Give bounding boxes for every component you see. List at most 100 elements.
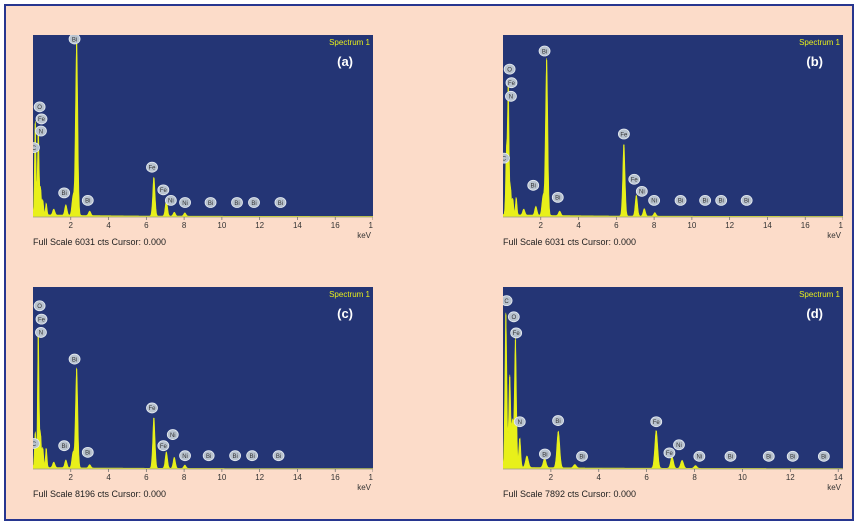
x-tick-label: 18 bbox=[369, 473, 373, 482]
element-label-marker bbox=[35, 125, 47, 137]
element-label-fe: Fe bbox=[157, 184, 170, 196]
element-label-bi: Bi bbox=[724, 450, 737, 462]
element-label-bi: Bi bbox=[81, 446, 94, 458]
element-label-text: Fe bbox=[653, 420, 661, 426]
x-tick-label: 14 bbox=[293, 221, 302, 230]
element-label-text: Ni bbox=[182, 201, 188, 207]
spectrum-trace bbox=[33, 40, 373, 218]
element-label-bi: Bi bbox=[674, 195, 687, 206]
x-tick-label: 14 bbox=[763, 221, 772, 230]
element-label-c: C bbox=[503, 152, 510, 164]
element-label-text: Bi bbox=[234, 201, 239, 207]
element-label-o: O bbox=[507, 311, 520, 323]
spectrum-title: Spectrum 1 bbox=[329, 290, 370, 299]
element-label-text: Fe bbox=[513, 331, 521, 337]
x-tick-label: 2 bbox=[539, 221, 544, 230]
element-label-text: Ni bbox=[639, 190, 645, 196]
element-label-text: Bi bbox=[718, 199, 723, 205]
x-tick-label: 8 bbox=[652, 221, 657, 230]
element-label-marker bbox=[33, 142, 40, 153]
x-tick-label: 16 bbox=[331, 473, 340, 482]
element-label-c: C bbox=[503, 295, 513, 307]
x-tick-label: 16 bbox=[801, 221, 810, 230]
spectrum-trace bbox=[503, 312, 843, 470]
element-label-marker bbox=[68, 353, 81, 365]
element-label-marker bbox=[551, 191, 564, 203]
element-label-bi: Bi bbox=[786, 450, 799, 462]
element-label-marker bbox=[503, 152, 510, 164]
x-tick-label: 6 bbox=[144, 473, 149, 482]
element-label-marker bbox=[505, 77, 518, 89]
element-label-marker bbox=[229, 450, 242, 462]
element-label-fe: Fe bbox=[35, 113, 48, 125]
element-label-text: Bi bbox=[61, 191, 66, 197]
element-label-marker bbox=[146, 161, 158, 173]
x-tick-label: 6 bbox=[144, 221, 149, 230]
element-label-marker bbox=[202, 450, 215, 462]
element-label-fe: Fe bbox=[650, 416, 663, 428]
element-label-fe: Fe bbox=[628, 173, 641, 185]
x-tick-label: 2 bbox=[69, 473, 74, 482]
x-tick-label: 4 bbox=[597, 473, 602, 482]
element-label-fe: Fe bbox=[663, 447, 676, 459]
element-label-bi: Bi bbox=[274, 197, 287, 208]
element-label-bi: Bi bbox=[740, 195, 753, 206]
element-label-ni: Ni bbox=[673, 439, 685, 451]
element-label-bi: Bi bbox=[81, 195, 94, 206]
element-label-bi: Bi bbox=[552, 415, 564, 426]
spectrum-panel-b: Spectrum 1 (b) C O Fe N Bi Bi Bi Fe Fe Ni Ni Bi Bi Bi Bi… bbox=[503, 35, 843, 250]
element-label-n: N bbox=[35, 125, 47, 137]
x-tick-label: 6 bbox=[614, 221, 619, 230]
element-label-text: Bi bbox=[555, 196, 560, 202]
element-label-text: N bbox=[509, 95, 513, 101]
x-tick-label: 12 bbox=[255, 473, 264, 482]
element-label-text: Fe bbox=[508, 81, 516, 87]
x-tick-label: 4 bbox=[106, 473, 111, 482]
element-label-marker bbox=[699, 195, 712, 206]
element-label-marker bbox=[817, 450, 830, 462]
element-label-text: Ni bbox=[168, 199, 174, 205]
spectrum-title: Spectrum 1 bbox=[799, 290, 840, 299]
element-label-marker bbox=[576, 450, 588, 462]
element-label-text: O bbox=[37, 105, 42, 111]
element-label-c: C bbox=[33, 142, 40, 153]
element-label-text: Fe bbox=[160, 444, 168, 450]
element-label-text: N bbox=[39, 331, 43, 337]
element-label-fe: Fe bbox=[146, 402, 158, 414]
x-tick-label: 6 bbox=[644, 473, 649, 482]
element-label-text: Bi bbox=[542, 49, 547, 55]
element-label-o: O bbox=[33, 300, 46, 312]
element-label-text: Bi bbox=[744, 199, 749, 205]
element-label-text: Fe bbox=[38, 317, 46, 323]
element-label-text: Bi bbox=[702, 199, 707, 205]
element-label-bi: Bi bbox=[576, 450, 588, 462]
element-label-marker bbox=[35, 327, 47, 338]
spectrum-panel-d: Spectrum 1 (d) C O Fe N Bi Bi Bi Fe Fe Ni Ni Bi Bi Bi Bi… bbox=[503, 287, 843, 502]
element-label-marker bbox=[786, 450, 799, 462]
x-tick-label: 16 bbox=[331, 221, 340, 230]
element-label-text: Bi bbox=[72, 37, 77, 43]
element-label-text: O bbox=[37, 304, 42, 310]
element-label-ni: Ni bbox=[164, 195, 177, 206]
element-label-bi: Bi bbox=[699, 195, 712, 206]
element-label-text: Ni bbox=[170, 433, 176, 439]
element-label-ni: Ni bbox=[648, 195, 661, 206]
element-label-text: Fe bbox=[620, 132, 628, 138]
element-label-bi: Bi bbox=[202, 450, 215, 462]
element-label-marker bbox=[505, 90, 517, 102]
x-tick-label: 4 bbox=[106, 221, 111, 230]
element-label-marker bbox=[81, 446, 94, 458]
element-label-text: Bi bbox=[790, 455, 795, 461]
element-label-text: Fe bbox=[160, 188, 168, 194]
panel-label: (a) bbox=[337, 54, 353, 69]
panel-label: (d) bbox=[806, 306, 823, 321]
x-tick-label: 8 bbox=[182, 473, 187, 482]
element-label-marker bbox=[510, 327, 523, 339]
element-label-bi: Bi bbox=[246, 450, 259, 462]
x-tick-label: 12 bbox=[255, 221, 264, 230]
element-label-marker bbox=[231, 197, 243, 208]
element-label-marker bbox=[617, 128, 630, 140]
x-tick-label: 10 bbox=[687, 221, 696, 230]
